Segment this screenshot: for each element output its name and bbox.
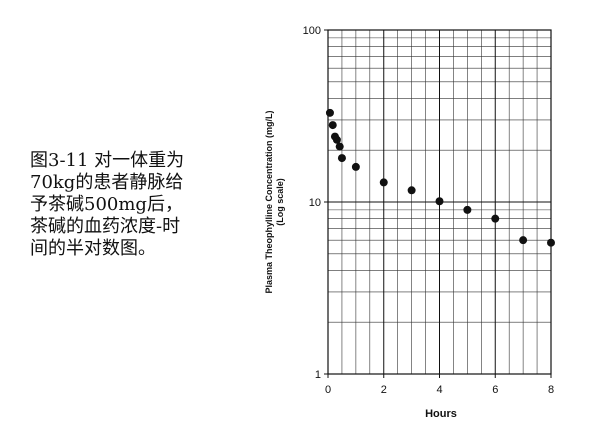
point <box>519 236 528 245</box>
point <box>337 154 346 163</box>
point <box>547 238 555 247</box>
plot-frame <box>327 29 552 375</box>
point <box>351 162 360 171</box>
point <box>332 135 341 144</box>
x-tick-label: 8 <box>548 384 554 396</box>
caption: 图3-11 对一体重为 70kg的患者静脉给 予茶碱500mg后， 茶碱的血药浓度-时… <box>30 150 184 260</box>
y-axis-label: Plasma Theophylline Concentration (mg/L) <box>264 110 274 293</box>
y-tick-label: 10 <box>309 197 321 209</box>
caption-line: 茶碱的血药浓度-时 <box>30 216 181 237</box>
point <box>463 205 472 214</box>
point <box>491 214 500 223</box>
y-tick-label: 1 <box>315 369 321 381</box>
point <box>325 108 334 117</box>
point <box>335 142 344 151</box>
point <box>379 178 388 187</box>
caption-line: 予茶碱500mg后， <box>30 194 183 215</box>
point <box>407 186 416 195</box>
caption-line: 图3-11 对一体重为 <box>30 150 185 171</box>
caption-line: 间的半对数图。 <box>30 238 156 259</box>
x-axis-label: Hours <box>425 408 457 420</box>
point <box>328 121 337 130</box>
x-tick-label: 4 <box>436 384 442 396</box>
y-tick-label: 100 <box>303 25 321 37</box>
y-axis-label: (Log scale) <box>275 178 285 226</box>
x-tick-label: 6 <box>492 384 498 396</box>
x-tick-label: 0 <box>325 384 331 396</box>
caption-line: 70kg的患者静脉给 <box>30 172 184 193</box>
point <box>435 197 444 206</box>
x-tick-label: 2 <box>381 384 387 396</box>
